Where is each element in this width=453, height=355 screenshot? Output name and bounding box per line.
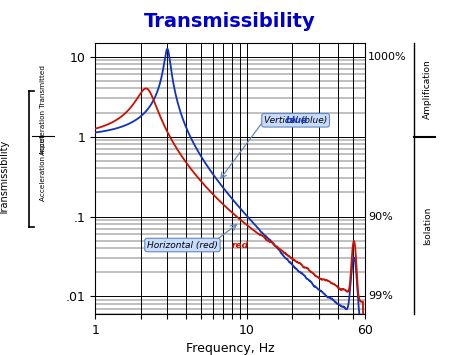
Text: red: red — [232, 241, 249, 250]
X-axis label: Frequency, Hz: Frequency, Hz — [186, 343, 274, 355]
Text: Horizontal (red): Horizontal (red) — [147, 241, 218, 250]
Text: 1000%: 1000% — [368, 52, 407, 62]
Text: Acceleration Input: Acceleration Input — [40, 135, 46, 201]
Text: Transmissibility: Transmissibility — [0, 141, 10, 216]
Text: Acceleration Transmitted: Acceleration Transmitted — [40, 65, 46, 155]
Text: 90%: 90% — [368, 212, 393, 222]
Text: blue: blue — [286, 116, 308, 125]
Text: Transmissibility: Transmissibility — [144, 12, 316, 32]
Text: Amplification: Amplification — [423, 60, 432, 120]
Text: 99%: 99% — [368, 291, 393, 301]
Text: Isolation: Isolation — [423, 206, 432, 245]
Text: Vertical (blue): Vertical (blue) — [264, 116, 327, 125]
